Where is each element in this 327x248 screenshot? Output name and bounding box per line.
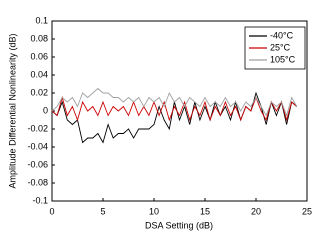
x-axis-label: DSA Setting (dB) — [145, 220, 213, 230]
legend-label: 25°C — [270, 42, 291, 52]
y-tick-label: 0.06 — [30, 51, 48, 61]
y-tick-label: -0.1 — [32, 195, 48, 205]
x-tick-label: 25 — [302, 206, 312, 216]
x-tick-label: 0 — [49, 206, 54, 216]
series-line — [51, 87, 298, 117]
chart: DSA Setting (dB) Amplitude Differential … — [7, 15, 312, 230]
x-tick-label: 5 — [100, 206, 105, 216]
series-line — [51, 95, 298, 122]
y-tick-label: 0.04 — [30, 69, 48, 79]
y-tick-label: 0.1 — [35, 15, 48, 25]
x-tick-label: 20 — [251, 206, 261, 216]
x-tick-label: 10 — [149, 206, 159, 216]
y-tick-label: 0.08 — [30, 33, 48, 43]
y-tick-label: -0.04 — [27, 141, 48, 151]
x-tick-label: 15 — [200, 206, 210, 216]
y-tick-label: -0.08 — [27, 177, 48, 187]
legend-label: 105°C — [270, 54, 296, 64]
y-tick-label: 0.02 — [30, 87, 48, 97]
legend-label: -40°C — [270, 30, 294, 40]
y-tick-label: -0.06 — [27, 159, 48, 169]
series-line — [51, 91, 298, 144]
y-axis-label: Amplitude Differential Nonlinearity (dB) — [7, 34, 17, 189]
y-tick-label: 0 — [43, 105, 48, 115]
y-tick-label: -0.02 — [27, 123, 48, 133]
